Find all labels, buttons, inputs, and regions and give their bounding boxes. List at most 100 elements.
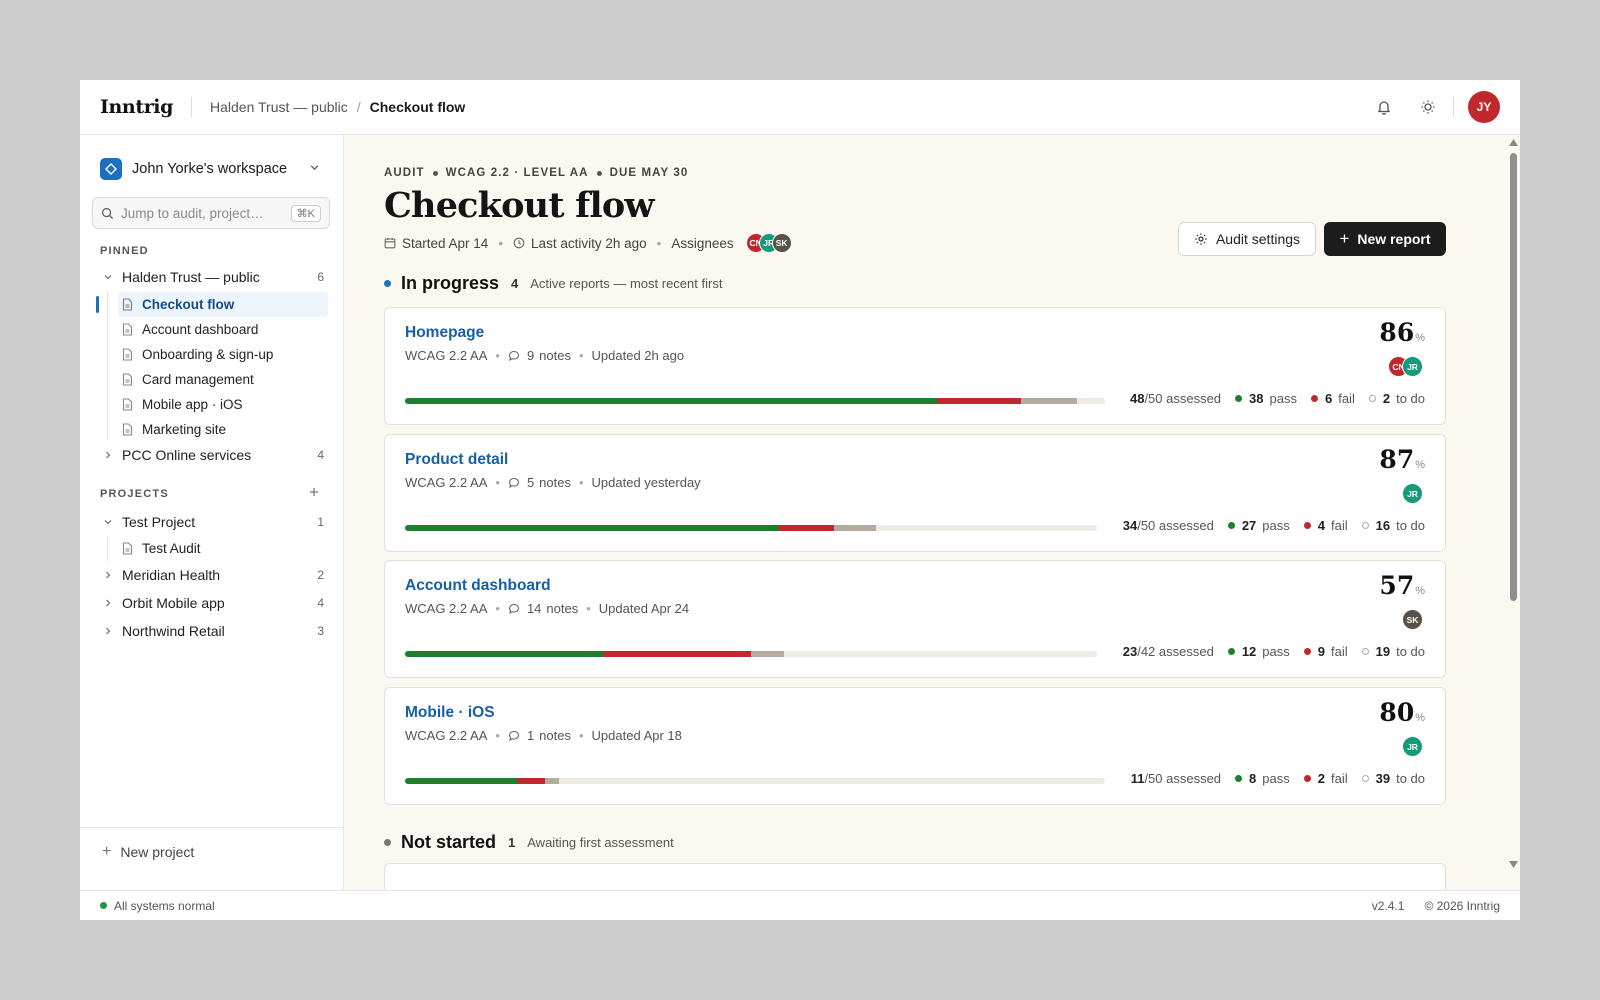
new-report-button[interactable]: + New report xyxy=(1324,222,1446,256)
comment-icon xyxy=(508,350,520,362)
workspace-switcher[interactable]: John Yorke's workspace xyxy=(100,157,324,181)
fail-label: fail xyxy=(1330,518,1348,533)
report-assignees[interactable]: SK xyxy=(1402,609,1423,630)
progress-pass xyxy=(405,778,517,784)
sidebar-item-card-management[interactable]: Card management xyxy=(118,367,328,392)
report-card[interactable]: Homepage WCAG 2.2 AA • 9 notes • Updated 2h ag… xyxy=(384,307,1446,425)
app-logo[interactable]: Inntrig xyxy=(100,96,174,118)
plus-icon: + xyxy=(1339,229,1350,248)
audit-settings-button[interactable]: Audit settings xyxy=(1178,222,1316,256)
copyright: © 2026 Inntrig xyxy=(1424,898,1500,913)
chevron-right-icon[interactable] xyxy=(100,626,116,636)
notes-label: notes xyxy=(539,728,571,743)
percent-sign: % xyxy=(1415,459,1425,471)
avatar[interactable]: SK xyxy=(771,233,792,253)
search-icon xyxy=(101,207,114,219)
avatar[interactable]: JR xyxy=(1402,483,1423,504)
sidebar-item-test-audit[interactable]: Test Audit xyxy=(118,536,328,561)
chevron-down-icon[interactable] xyxy=(100,517,116,527)
sidebar-item-label: Halden Trust — public xyxy=(122,269,260,285)
assessed-total: /42 assessed xyxy=(1137,644,1214,659)
report-title-link[interactable]: Mobile · iOS xyxy=(405,704,495,721)
item-count: 1 xyxy=(317,515,324,529)
eyebrow-type: AUDIT xyxy=(384,167,425,179)
fail-dot xyxy=(1303,775,1311,782)
fail-count: 6 xyxy=(1324,391,1333,406)
document-icon xyxy=(122,348,133,361)
report-title-link[interactable]: Account dashboard xyxy=(405,577,551,594)
new-project-button[interactable]: + New project xyxy=(80,827,344,875)
pass-dot xyxy=(1227,648,1235,655)
scrollbar[interactable] xyxy=(1508,135,1520,890)
sidebar-item-northwind-retail[interactable]: Northwind Retail 3 xyxy=(100,619,324,643)
chevron-right-icon[interactable] xyxy=(100,570,116,580)
pass-count: 27 xyxy=(1241,518,1257,533)
sidebar-item-orbit-mobile[interactable]: Orbit Mobile app 4 xyxy=(100,591,324,615)
sidebar-item-account-dashboard[interactable]: Account dashboard xyxy=(118,317,328,342)
fail-dot xyxy=(1303,522,1311,529)
scroll-up-icon[interactable] xyxy=(1509,139,1518,146)
assessed-total: /50 assessed xyxy=(1137,518,1214,533)
report-title-link[interactable]: Product detail xyxy=(405,451,509,468)
todo-count: 2 xyxy=(1382,391,1391,406)
sidebar-item-meridian-health[interactable]: Meridian Health 2 xyxy=(100,563,324,587)
progress-pass xyxy=(405,651,603,657)
progress-pass xyxy=(405,525,779,531)
sidebar-item-marketing-site[interactable]: Marketing site xyxy=(118,417,328,442)
progress-todo xyxy=(1021,398,1077,404)
score-value: 80 xyxy=(1379,698,1415,727)
chevron-right-icon[interactable] xyxy=(100,598,116,608)
user-avatar[interactable]: JY xyxy=(1468,91,1500,123)
sidebar-item-pcc-online[interactable]: PCC Online services 4 xyxy=(100,443,324,467)
active-indicator xyxy=(96,296,99,313)
add-project-icon[interactable] xyxy=(308,485,320,503)
todo-count: 16 xyxy=(1375,518,1391,533)
report-title-link[interactable]: Homepage xyxy=(405,324,485,341)
sidebar-item-mobile-ios[interactable]: Mobile app · iOS xyxy=(118,392,328,417)
scroll-down-icon[interactable] xyxy=(1509,861,1518,868)
comment-icon xyxy=(508,477,520,489)
chevron-right-icon[interactable] xyxy=(100,450,116,460)
report-assignees[interactable]: JR xyxy=(1402,736,1423,757)
separator: • xyxy=(578,728,584,743)
fail-dot xyxy=(1310,395,1318,402)
avatar[interactable]: JR xyxy=(1402,736,1423,757)
report-assignees[interactable]: JR xyxy=(1402,483,1423,504)
avatar[interactable]: SK xyxy=(1402,609,1423,630)
percent-sign: % xyxy=(1415,332,1425,344)
status-bar: All systems normal v2.4.1 © 2026 Inntrig xyxy=(80,890,1520,920)
report-card[interactable] xyxy=(384,863,1446,890)
report-card[interactable]: Account dashboard WCAG 2.2 AA • 14 notes • Upd… xyxy=(384,560,1446,678)
scrollbar-thumb[interactable] xyxy=(1510,153,1517,601)
separator: • xyxy=(578,475,584,490)
sidebar-item-onboarding[interactable]: Onboarding & sign-up xyxy=(118,342,328,367)
report-stats: 23/42 assessed 12 pass 9 fail 19 to do xyxy=(1123,644,1425,659)
comment-icon xyxy=(508,603,520,615)
new-project-label: New project xyxy=(120,843,195,860)
report-score: 57% xyxy=(1379,571,1425,600)
assignee-avatars[interactable]: CN JR SK xyxy=(745,233,792,253)
item-count: 3 xyxy=(317,624,324,638)
started-date: Started Apr 14 xyxy=(402,235,489,251)
updated-time: Updated Apr 24 xyxy=(598,601,690,616)
bell-icon[interactable] xyxy=(1373,96,1395,118)
document-icon xyxy=(122,298,133,311)
report-card[interactable]: Product detail WCAG 2.2 AA • 5 notes • Updated… xyxy=(384,434,1446,552)
report-card[interactable]: Mobile · iOS WCAG 2.2 AA • 1 notes • Updated A… xyxy=(384,687,1446,805)
section-not-started: Not started 1 Awaiting first assessment xyxy=(384,832,674,853)
breadcrumb-workspace[interactable]: Halden Trust — public xyxy=(210,99,348,115)
notes-label: notes xyxy=(539,348,571,363)
sidebar-item-test-project[interactable]: Test Project 1 xyxy=(100,510,324,534)
search-input[interactable]: Jump to audit, project… ⌘K xyxy=(92,197,330,229)
avatar[interactable]: JR xyxy=(1402,356,1423,377)
report-assignees[interactable]: CN JR xyxy=(1388,356,1423,377)
main-content: AUDIT WCAG 2.2 · LEVEL AA DUE MAY 30 Che… xyxy=(344,135,1520,890)
report-score: 80% xyxy=(1379,698,1425,727)
sun-icon[interactable] xyxy=(1417,96,1439,118)
sidebar-item-checkout-flow[interactable]: Checkout flow xyxy=(118,292,328,317)
pinned-label: PINNED xyxy=(100,245,149,257)
sidebar-item-halden-trust[interactable]: Halden Trust — public 6 xyxy=(100,265,324,289)
system-status: All systems normal xyxy=(114,898,215,913)
notes-count: 1 xyxy=(526,728,535,743)
chevron-down-icon[interactable] xyxy=(100,272,116,282)
